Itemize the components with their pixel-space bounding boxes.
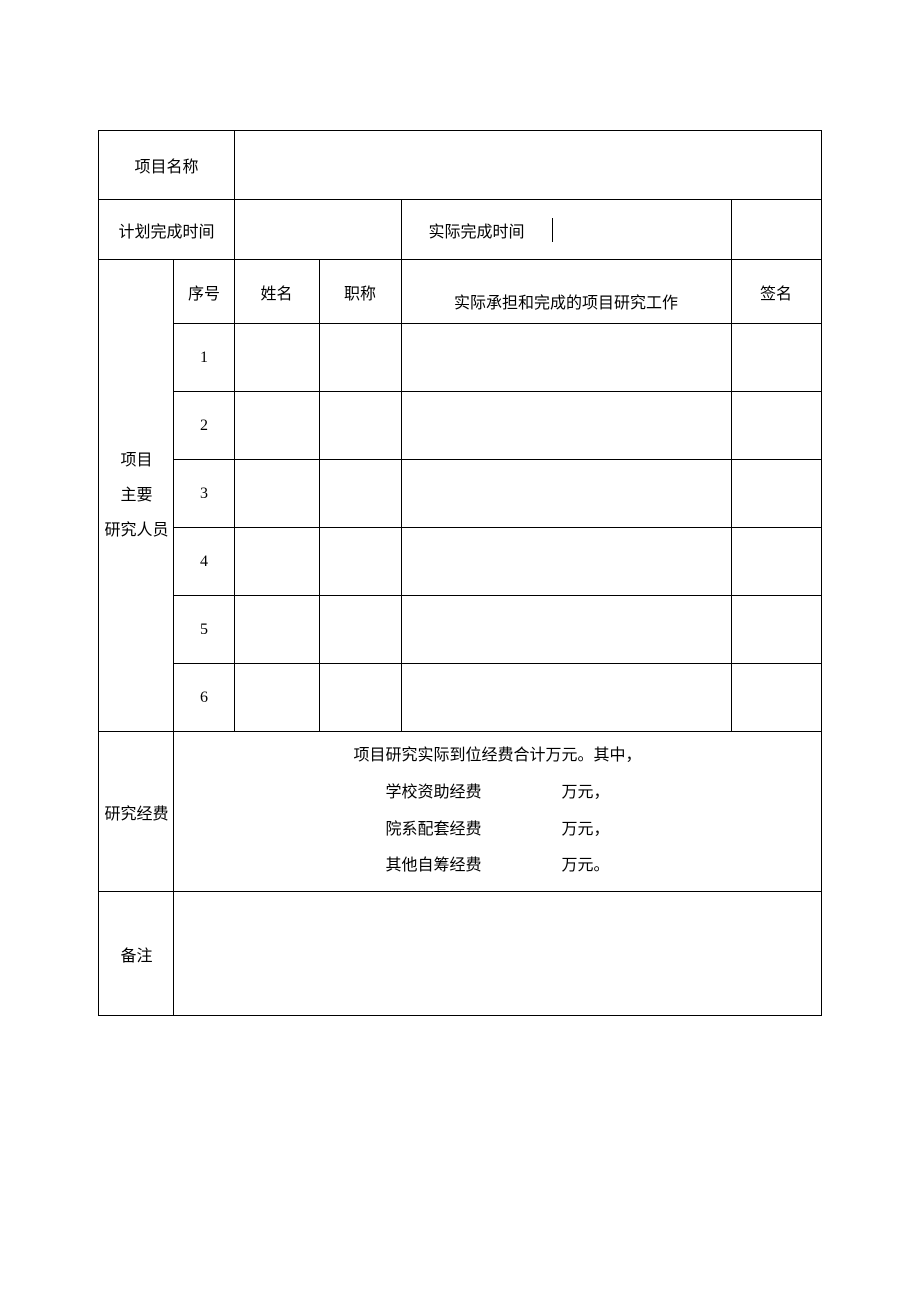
title-cell[interactable] [319,392,401,460]
actual-time-tail [731,200,821,260]
funding-line-self: 其他自筹经费万元。 [174,848,820,885]
seq-cell: 2 [174,392,234,460]
project-name-value[interactable] [234,131,821,200]
project-form-table: 项目名称 计划完成时间 实际完成时间 项目 主要 研究人员 序号 姓名 职称 实… [98,130,821,1016]
sign-cell[interactable] [731,392,821,460]
project-name-label: 项目名称 [99,131,234,200]
funding-line-dept: 院系配套经费万元， [174,812,820,849]
sign-cell[interactable] [731,664,821,732]
name-cell[interactable] [234,528,319,596]
actual-time-label: 实际完成时间 [402,218,552,242]
name-cell[interactable] [234,392,319,460]
sign-cell[interactable] [731,528,821,596]
work-cell[interactable] [401,392,731,460]
actual-time-cell: 实际完成时间 [401,200,731,260]
title-cell[interactable] [319,324,401,392]
title-cell[interactable] [319,528,401,596]
side-label-line: 主要 [120,478,152,513]
actual-time-value[interactable] [552,218,731,242]
seq-cell: 1 [174,324,234,392]
sign-cell[interactable] [731,324,821,392]
work-cell[interactable] [401,324,731,392]
funding-content[interactable]: 项目研究实际到位经费合计万元。其中， 学校资助经费万元， 院系配套经费万元， 其… [174,732,821,892]
side-label-line: 研究人员 [104,513,168,548]
table-row: 4 [99,528,821,596]
seq-cell: 3 [174,460,234,528]
title-cell[interactable] [319,664,401,732]
planned-time-value[interactable] [234,200,401,260]
name-cell[interactable] [234,324,319,392]
funding-line-school: 学校资助经费万元， [174,775,820,812]
table-row: 2 [99,392,821,460]
work-cell[interactable] [401,528,731,596]
funding-label: 研究经费 [99,732,174,892]
remarks-value[interactable] [174,892,821,1016]
table-row: 5 [99,596,821,664]
planned-time-label: 计划完成时间 [99,200,234,260]
header-title: 职称 [319,260,401,324]
side-label-line: 项目 [120,443,152,478]
work-cell[interactable] [401,664,731,732]
sign-cell[interactable] [731,460,821,528]
seq-cell: 4 [174,528,234,596]
title-cell[interactable] [319,460,401,528]
name-cell[interactable] [234,664,319,732]
name-cell[interactable] [234,596,319,664]
work-cell[interactable] [401,596,731,664]
remarks-label: 备注 [99,892,174,1016]
header-work: 实际承担和完成的项目研究工作 [401,260,731,324]
name-cell[interactable] [234,460,319,528]
seq-cell: 6 [174,664,234,732]
table-row: 3 [99,460,821,528]
personnel-side-label: 项目 主要 研究人员 [99,260,174,732]
header-name: 姓名 [234,260,319,324]
header-seq: 序号 [174,260,234,324]
table-row: 6 [99,664,821,732]
seq-cell: 5 [174,596,234,664]
table-row: 1 [99,324,821,392]
funding-line-total: 项目研究实际到位经费合计万元。其中， [174,738,820,775]
header-sign: 签名 [731,260,821,324]
title-cell[interactable] [319,596,401,664]
sign-cell[interactable] [731,596,821,664]
work-cell[interactable] [401,460,731,528]
